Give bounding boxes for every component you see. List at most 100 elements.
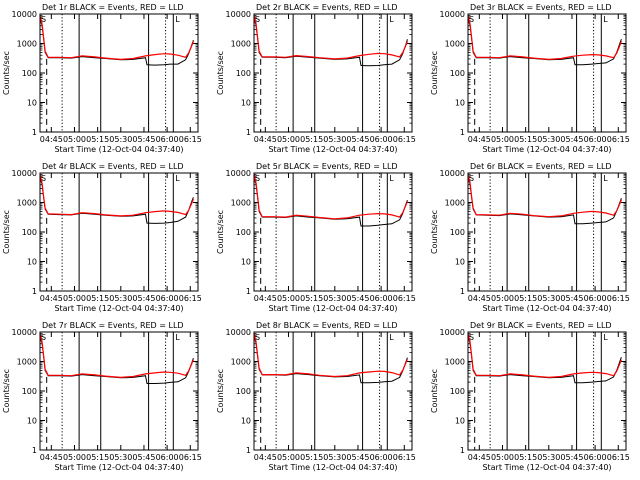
corner-marker: S [469, 15, 474, 24]
y-tick-label: 1 [460, 287, 465, 296]
x-tick-label: 05:45 [560, 453, 583, 462]
x-tick-label: 06:15 [179, 135, 202, 144]
panel-title: Det 8r BLACK = Events, RED = LLD [256, 321, 398, 330]
x-tick-label: 05:15 [86, 135, 109, 144]
x-tick-label: 06:00 [370, 135, 393, 144]
y-tick-label: 10 [27, 99, 37, 108]
x-tick-label: 04:45 [254, 453, 277, 462]
x-tick-label: 05:00 [491, 453, 514, 462]
x-tick-label: 05:15 [86, 453, 109, 462]
y-tick-label: 1000 [231, 199, 251, 208]
panel-det-6: Det 6r BLACK = Events, RED = LLD Counts/s… [430, 162, 630, 313]
panel-det-9: Det 9r BLACK = Events, RED = LLD Counts/s… [430, 321, 630, 472]
corner-marker: L [603, 15, 608, 24]
y-tick-label: 1000 [445, 40, 465, 49]
panel-det-5: Det 5r BLACK = Events, RED = LLD Counts/s… [216, 162, 416, 313]
panel-det-7: Det 7r BLACK = Events, RED = LLD Counts/s… [2, 321, 202, 472]
y-tick-label: 1 [32, 287, 37, 296]
y-tick-label: 100 [450, 387, 465, 396]
series-line-events [39, 175, 194, 224]
corner-marker: L [175, 15, 180, 24]
x-tick-label: 06:15 [179, 453, 202, 462]
x-tick-label: 05:00 [491, 135, 514, 144]
x-tick-label: 06:00 [156, 135, 179, 144]
x-tick-label: 06:00 [584, 294, 607, 303]
x-tick-label: 04:45 [254, 135, 277, 144]
plot-frame [467, 331, 627, 451]
x-tick-label: 04:45 [468, 453, 491, 462]
corner-marker: S [255, 174, 260, 183]
y-tick-label: 1000 [17, 199, 37, 208]
x-axis-label: Start Time (12-Oct-04 04:37:40) [54, 463, 183, 472]
x-tick-label: 05:00 [277, 135, 300, 144]
y-tick-label: 10 [241, 417, 251, 426]
x-tick-label: 05:15 [300, 294, 323, 303]
x-tick-label: 04:45 [468, 294, 491, 303]
y-tick-label: 1000 [445, 199, 465, 208]
plot-frame [253, 13, 413, 133]
x-tick-label: 05:45 [560, 135, 583, 144]
x-tick-label: 05:30 [109, 294, 132, 303]
x-tick-label: 06:15 [393, 294, 416, 303]
x-tick-label: 05:30 [323, 135, 346, 144]
x-tick-label: 05:45 [346, 294, 369, 303]
series-line-lld [39, 15, 194, 61]
y-axis-label: Counts/sec [430, 369, 439, 413]
y-tick-label: 1 [246, 287, 251, 296]
x-tick-label: 05:00 [63, 453, 86, 462]
x-tick-label: 06:15 [393, 135, 416, 144]
corner-marker: L [389, 174, 394, 183]
y-tick-label: 10000 [12, 10, 37, 19]
y-tick-label: 10000 [440, 328, 465, 337]
series-line-lld [39, 174, 194, 217]
x-tick-label: 05:00 [491, 294, 514, 303]
x-tick-label: 05:45 [560, 294, 583, 303]
plot-frame [39, 172, 199, 292]
x-tick-label: 05:15 [514, 294, 537, 303]
plot-frame [39, 13, 199, 133]
y-tick-label: 1 [460, 446, 465, 455]
x-tick-label: 05:30 [537, 135, 560, 144]
corner-marker: L [389, 15, 394, 24]
panel-title: Det 3r BLACK = Events, RED = LLD [470, 3, 612, 12]
x-axis-label: Start Time (12-Oct-04 04:37:40) [54, 145, 183, 154]
series-line-events [39, 334, 194, 384]
y-tick-label: 10 [241, 258, 251, 267]
x-tick-label: 06:15 [607, 453, 630, 462]
y-tick-label: 10 [27, 417, 37, 426]
series-line-lld [253, 174, 408, 220]
x-tick-label: 05:45 [346, 135, 369, 144]
panel-title: Det 4r BLACK = Events, RED = LLD [42, 162, 184, 171]
x-tick-label: 06:00 [156, 453, 179, 462]
x-tick-label: 06:15 [607, 294, 630, 303]
y-tick-label: 100 [236, 387, 251, 396]
plot-frame [253, 331, 413, 451]
x-tick-label: 05:15 [300, 135, 323, 144]
corner-marker: S [255, 333, 260, 342]
x-tick-label: 05:30 [323, 294, 346, 303]
x-axis-label: Start Time (12-Oct-04 04:37:40) [268, 145, 397, 154]
y-tick-label: 100 [22, 387, 37, 396]
x-axis-label: Start Time (12-Oct-04 04:37:40) [268, 463, 397, 472]
series-line-lld [253, 333, 408, 378]
panel-title: Det 9r BLACK = Events, RED = LLD [470, 321, 612, 330]
y-tick-label: 1000 [445, 358, 465, 367]
x-tick-label: 05:45 [132, 294, 155, 303]
x-tick-label: 05:45 [346, 453, 369, 462]
y-tick-label: 1 [460, 128, 465, 137]
y-axis-label: Counts/sec [430, 210, 439, 254]
x-tick-label: 05:30 [537, 453, 560, 462]
y-tick-label: 100 [450, 228, 465, 237]
y-axis-label: Counts/sec [430, 51, 439, 95]
x-tick-label: 05:45 [132, 135, 155, 144]
corner-marker: S [41, 15, 46, 24]
x-tick-label: 04:45 [468, 135, 491, 144]
x-tick-label: 05:15 [300, 453, 323, 462]
y-axis-label: Counts/sec [2, 210, 11, 254]
x-tick-label: 06:00 [370, 294, 393, 303]
y-axis-label: Counts/sec [216, 51, 225, 95]
corner-marker: S [469, 174, 474, 183]
series-line-lld [467, 15, 622, 61]
y-tick-label: 1000 [231, 358, 251, 367]
x-tick-label: 05:00 [63, 135, 86, 144]
